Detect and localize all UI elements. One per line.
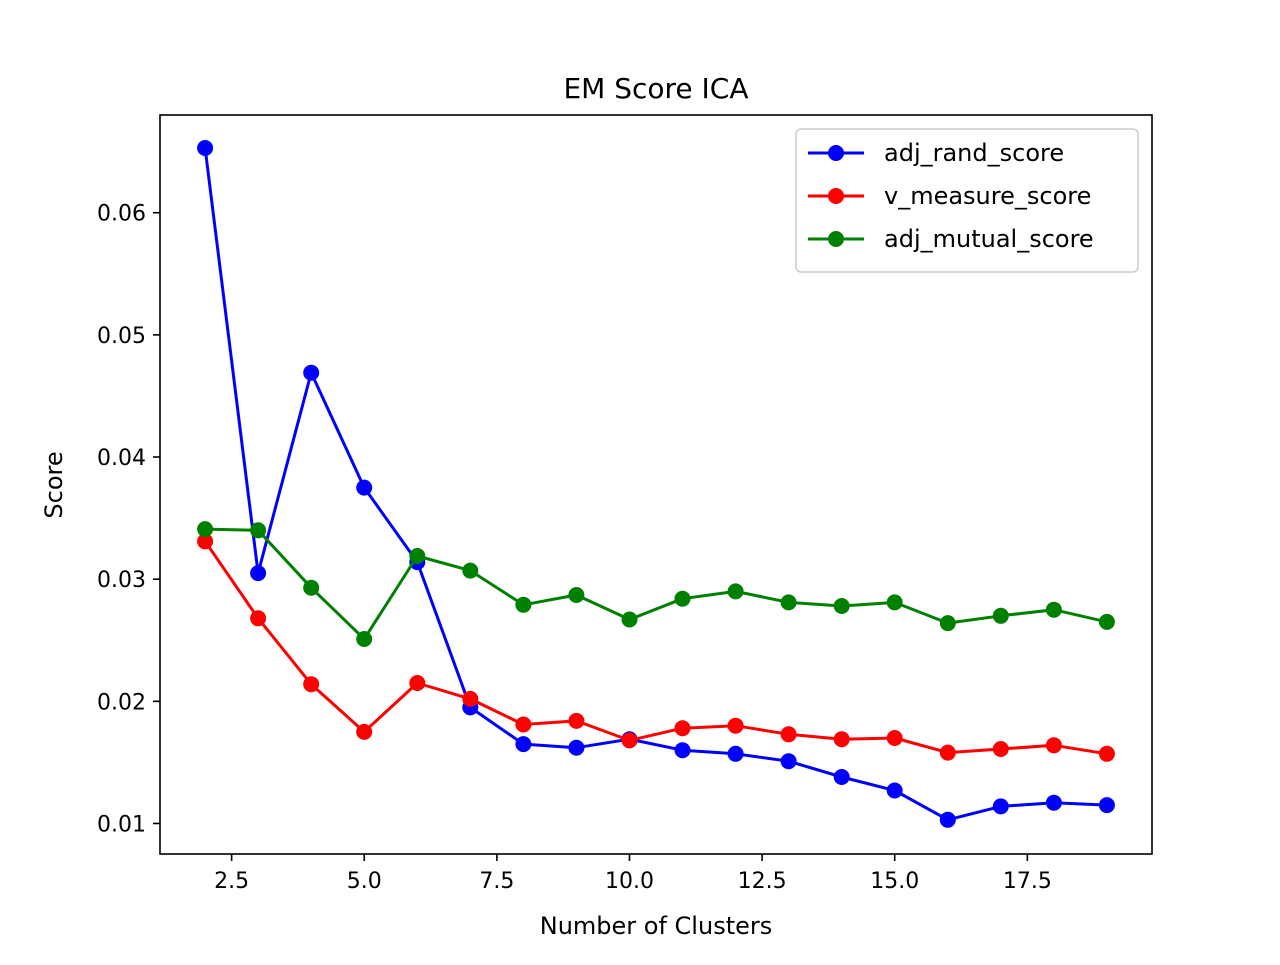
data-point-v_measure_score: [1045, 737, 1062, 754]
series-line-adj_mutual_score: [205, 527, 1108, 641]
data-point-v_measure_score: [727, 717, 744, 734]
axes: 2.5 5.0 7.5 10.0 12.5 15.0 17.5 0.01 0.02 0.03 0.0…: [97, 114, 1153, 894]
x-tick-label: 15.0: [870, 869, 919, 894]
data-point-v_measure_score: [356, 723, 373, 740]
y-tick-label: 0.02: [97, 690, 146, 715]
series-line-v_measure_score: [203, 540, 1108, 756]
data-point-v_measure_score: [515, 716, 532, 733]
legend-label-adj_mutual_score: adj_mutual_score: [884, 225, 1094, 253]
data-point-adj_rand_score: [197, 140, 214, 156]
x-tick-label: 17.5: [1003, 869, 1052, 894]
x-tick-label: 2.5: [214, 869, 249, 894]
data-point-adj_mutual_score: [780, 594, 797, 611]
data-point-adj_rand_score: [250, 565, 267, 582]
data-point-v_measure_score: [303, 676, 320, 693]
y-tick-label: 0.05: [97, 324, 146, 349]
data-point-v_measure_score: [1098, 745, 1115, 762]
data-point-adj_rand_score: [1098, 797, 1115, 814]
y-tick-label: 0.06: [97, 202, 146, 227]
y-tick-label: 0.01: [97, 812, 146, 837]
data-point-adj_rand_score: [303, 364, 320, 381]
data-point-adj_rand_score: [1045, 794, 1062, 811]
data-point-adj_mutual_score: [674, 590, 691, 607]
legend-label-v_measure_score: v_measure_score: [884, 182, 1091, 210]
data-point-adj_mutual_score: [568, 587, 585, 603]
data-point-v_measure_score: [568, 712, 585, 729]
legend-marker-adj_rand_score: [828, 145, 844, 161]
legend: adj_rand_score v_measure_score adj_mutual_…: [795, 128, 1139, 273]
data-point-adj_mutual_score: [992, 607, 1009, 624]
data-point-adj_mutual_score: [356, 631, 373, 647]
data-point-adj_mutual_score: [197, 521, 214, 538]
data-point-v_measure_score: [462, 690, 479, 707]
data-point-v_measure_score: [939, 744, 956, 761]
y-tick-label: 0.03: [97, 568, 146, 593]
data-point-adj_rand_score: [992, 798, 1009, 815]
plot-area: [197, 140, 1115, 828]
data-point-adj_mutual_score: [886, 594, 903, 611]
data-point-adj_rand_score: [515, 736, 532, 753]
x-tick-label: 12.5: [738, 869, 787, 894]
data-point-v_measure_score: [674, 720, 691, 737]
series-line-adj_rand_score: [203, 147, 1107, 822]
data-point-adj_mutual_score: [1045, 601, 1062, 618]
data-point-adj_rand_score: [833, 769, 850, 785]
data-point-adj_rand_score: [886, 782, 903, 799]
x-tick-label: 7.5: [479, 869, 514, 894]
data-point-v_measure_score: [250, 610, 267, 627]
data-point-adj_rand_score: [939, 811, 956, 828]
data-point-v_measure_score: [833, 731, 850, 748]
data-point-adj_rand_score: [727, 745, 744, 762]
x-tick-label: 5.0: [347, 869, 382, 894]
data-point-adj_mutual_score: [833, 598, 850, 614]
data-point-v_measure_score: [780, 726, 797, 743]
data-point-adj_mutual_score: [409, 548, 426, 564]
axes-frame: [159, 114, 1153, 855]
legend-box: [795, 128, 1139, 273]
data-point-adj_mutual_score: [462, 562, 479, 579]
data-point-adj_mutual_score: [250, 522, 267, 539]
chart-title: EM Score ICA: [563, 72, 748, 105]
data-point-adj_rand_score: [780, 753, 797, 770]
data-point-adj_mutual_score: [621, 611, 638, 628]
data-point-v_measure_score: [409, 675, 426, 691]
data-point-adj_mutual_score: [303, 579, 320, 596]
y-axis-label: Score: [40, 451, 68, 518]
y-tick-label: 0.04: [97, 446, 146, 471]
data-point-v_measure_score: [621, 732, 638, 749]
data-point-adj_rand_score: [356, 479, 373, 496]
data-point-adj_mutual_score: [515, 596, 532, 613]
data-point-adj_rand_score: [568, 739, 585, 756]
legend-marker-adj_mutual_score: [828, 231, 844, 247]
x-tick-label: 10.0: [605, 869, 654, 894]
data-point-v_measure_score: [197, 533, 214, 550]
data-point-adj_mutual_score: [1098, 613, 1115, 630]
legend-marker-v_measure_score: [828, 188, 844, 204]
data-point-v_measure_score: [992, 741, 1009, 757]
data-point-adj_rand_score: [674, 742, 691, 759]
legend-label-adj_rand_score: adj_rand_score: [884, 139, 1064, 167]
data-point-adj_mutual_score: [939, 615, 956, 632]
data-point-v_measure_score: [886, 730, 903, 746]
x-axis-label: Number of Clusters: [540, 912, 773, 940]
data-point-adj_mutual_score: [727, 583, 744, 600]
